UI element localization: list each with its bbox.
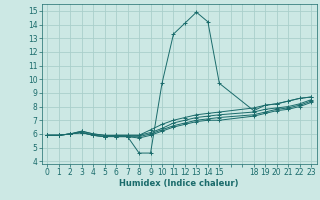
X-axis label: Humidex (Indice chaleur): Humidex (Indice chaleur)	[119, 179, 239, 188]
